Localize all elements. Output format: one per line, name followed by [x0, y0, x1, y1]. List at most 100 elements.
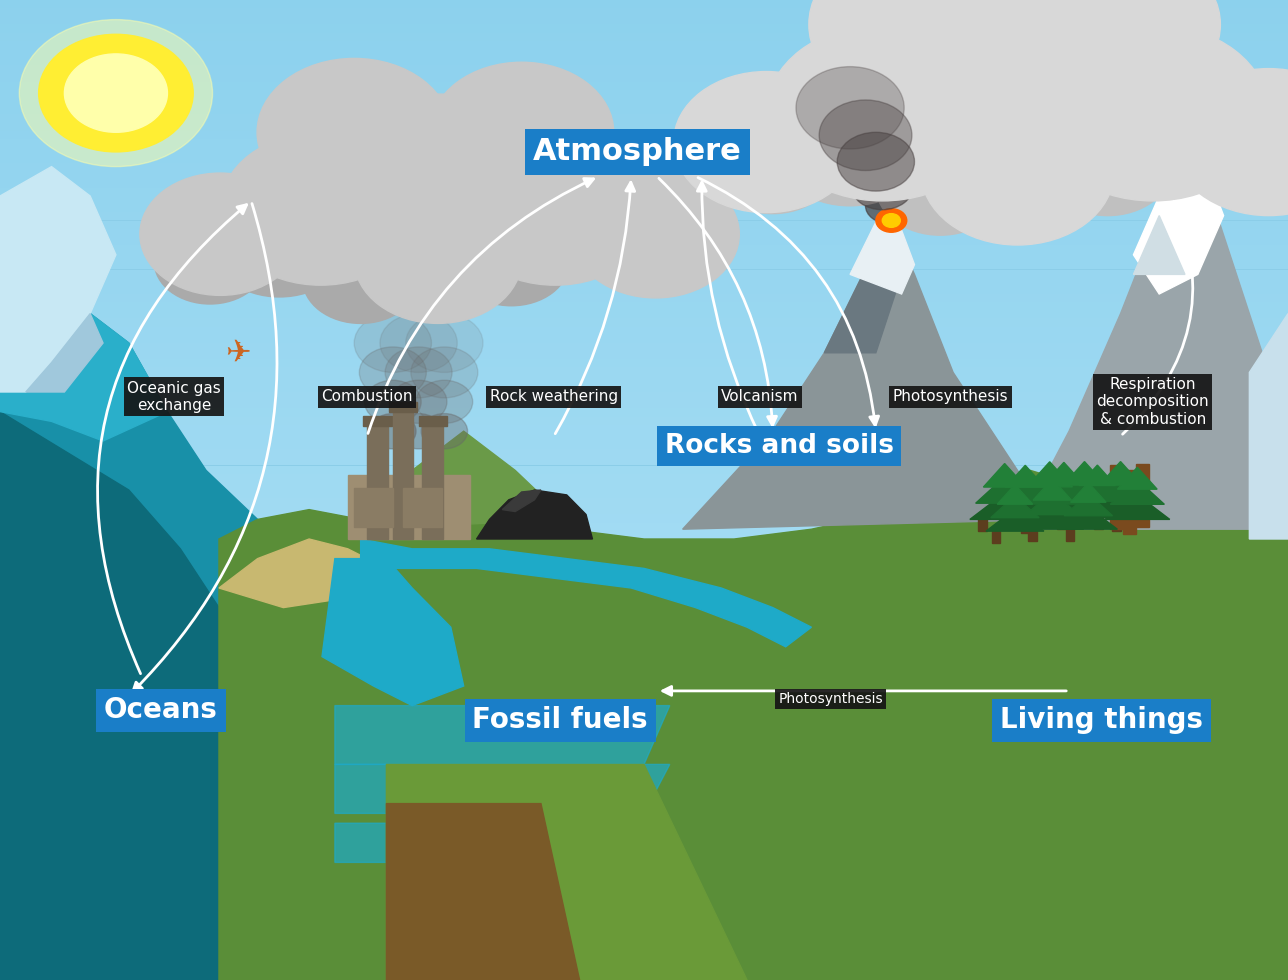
Bar: [0, 98, 1288, 106]
Bar: [1074, 510, 1082, 525]
Circle shape: [220, 132, 421, 285]
Bar: [0, 686, 1288, 694]
Circle shape: [354, 314, 431, 372]
Bar: [1028, 525, 1037, 541]
Circle shape: [359, 347, 426, 398]
Text: Combustion: Combustion: [321, 389, 413, 405]
Bar: [0, 188, 1288, 196]
Bar: [0, 792, 1288, 801]
Circle shape: [380, 314, 457, 372]
Circle shape: [354, 196, 522, 323]
Bar: [0, 816, 1288, 825]
Bar: [0, 669, 1288, 678]
Polygon shape: [970, 493, 1039, 519]
Polygon shape: [1050, 491, 1119, 517]
Bar: [1123, 470, 1136, 534]
Bar: [0, 948, 1288, 956]
Bar: [0, 400, 1288, 409]
Bar: [0, 196, 1288, 204]
Bar: [393, 412, 413, 539]
Polygon shape: [1099, 462, 1141, 485]
Polygon shape: [850, 196, 914, 294]
Circle shape: [395, 414, 442, 449]
Bar: [0, 122, 1288, 130]
Bar: [0, 384, 1288, 392]
Circle shape: [406, 314, 483, 372]
Bar: [0, 49, 1288, 57]
Text: Respiration
decomposition
& combustion: Respiration decomposition & combustion: [1096, 377, 1209, 426]
Bar: [1038, 511, 1047, 526]
Circle shape: [801, 31, 951, 145]
Bar: [0, 841, 1288, 850]
Bar: [0, 57, 1288, 66]
FancyArrowPatch shape: [98, 205, 246, 673]
Bar: [0, 392, 1288, 400]
Circle shape: [796, 67, 904, 149]
Polygon shape: [993, 493, 1057, 517]
Circle shape: [140, 173, 300, 295]
Bar: [419, 416, 447, 426]
Bar: [0, 605, 1288, 612]
Bar: [0, 179, 1288, 188]
Polygon shape: [1056, 475, 1113, 502]
Bar: [348, 475, 470, 539]
Circle shape: [1007, 0, 1220, 105]
Circle shape: [258, 59, 451, 206]
FancyArrowPatch shape: [663, 686, 1066, 696]
Bar: [0, 531, 1288, 539]
Bar: [0, 906, 1288, 914]
Circle shape: [421, 414, 468, 449]
Circle shape: [455, 132, 656, 285]
Bar: [0, 8, 1288, 17]
Circle shape: [1172, 69, 1288, 216]
Text: Fossil fuels: Fossil fuels: [473, 707, 648, 734]
Bar: [0, 743, 1288, 752]
Circle shape: [674, 72, 859, 213]
Bar: [0, 155, 1288, 164]
Circle shape: [876, 209, 907, 232]
Bar: [0, 237, 1288, 245]
Bar: [0, 24, 1288, 32]
Bar: [0, 588, 1288, 596]
Circle shape: [370, 414, 416, 449]
Circle shape: [365, 380, 421, 423]
Bar: [0, 825, 1288, 833]
Circle shape: [39, 34, 193, 152]
Bar: [999, 514, 1009, 529]
Circle shape: [268, 165, 453, 306]
Text: Living things: Living things: [999, 707, 1203, 734]
Bar: [0, 286, 1288, 294]
Bar: [0, 645, 1288, 654]
Bar: [0, 270, 1288, 277]
Bar: [0, 318, 1288, 326]
Polygon shape: [477, 490, 592, 539]
Bar: [992, 527, 1001, 543]
Bar: [0, 302, 1288, 311]
Text: Rock weathering: Rock weathering: [489, 389, 618, 405]
Polygon shape: [976, 477, 1033, 504]
Circle shape: [372, 191, 511, 297]
Polygon shape: [824, 216, 902, 353]
Polygon shape: [1027, 462, 1073, 487]
Bar: [978, 515, 987, 531]
Bar: [0, 90, 1288, 98]
Bar: [0, 0, 1288, 8]
Polygon shape: [335, 706, 670, 764]
Polygon shape: [361, 431, 567, 529]
Bar: [0, 850, 1288, 858]
Bar: [0, 678, 1288, 686]
Circle shape: [236, 140, 370, 242]
Bar: [0, 571, 1288, 580]
Circle shape: [809, 0, 1033, 110]
Polygon shape: [1021, 506, 1083, 529]
Bar: [0, 654, 1288, 662]
Polygon shape: [1019, 476, 1081, 504]
Bar: [0, 710, 1288, 718]
Bar: [0, 963, 1288, 972]
Polygon shape: [219, 539, 386, 608]
Polygon shape: [984, 464, 1025, 487]
Bar: [367, 426, 388, 539]
Text: ✈: ✈: [225, 338, 251, 368]
Bar: [0, 449, 1288, 458]
Bar: [0, 204, 1288, 213]
